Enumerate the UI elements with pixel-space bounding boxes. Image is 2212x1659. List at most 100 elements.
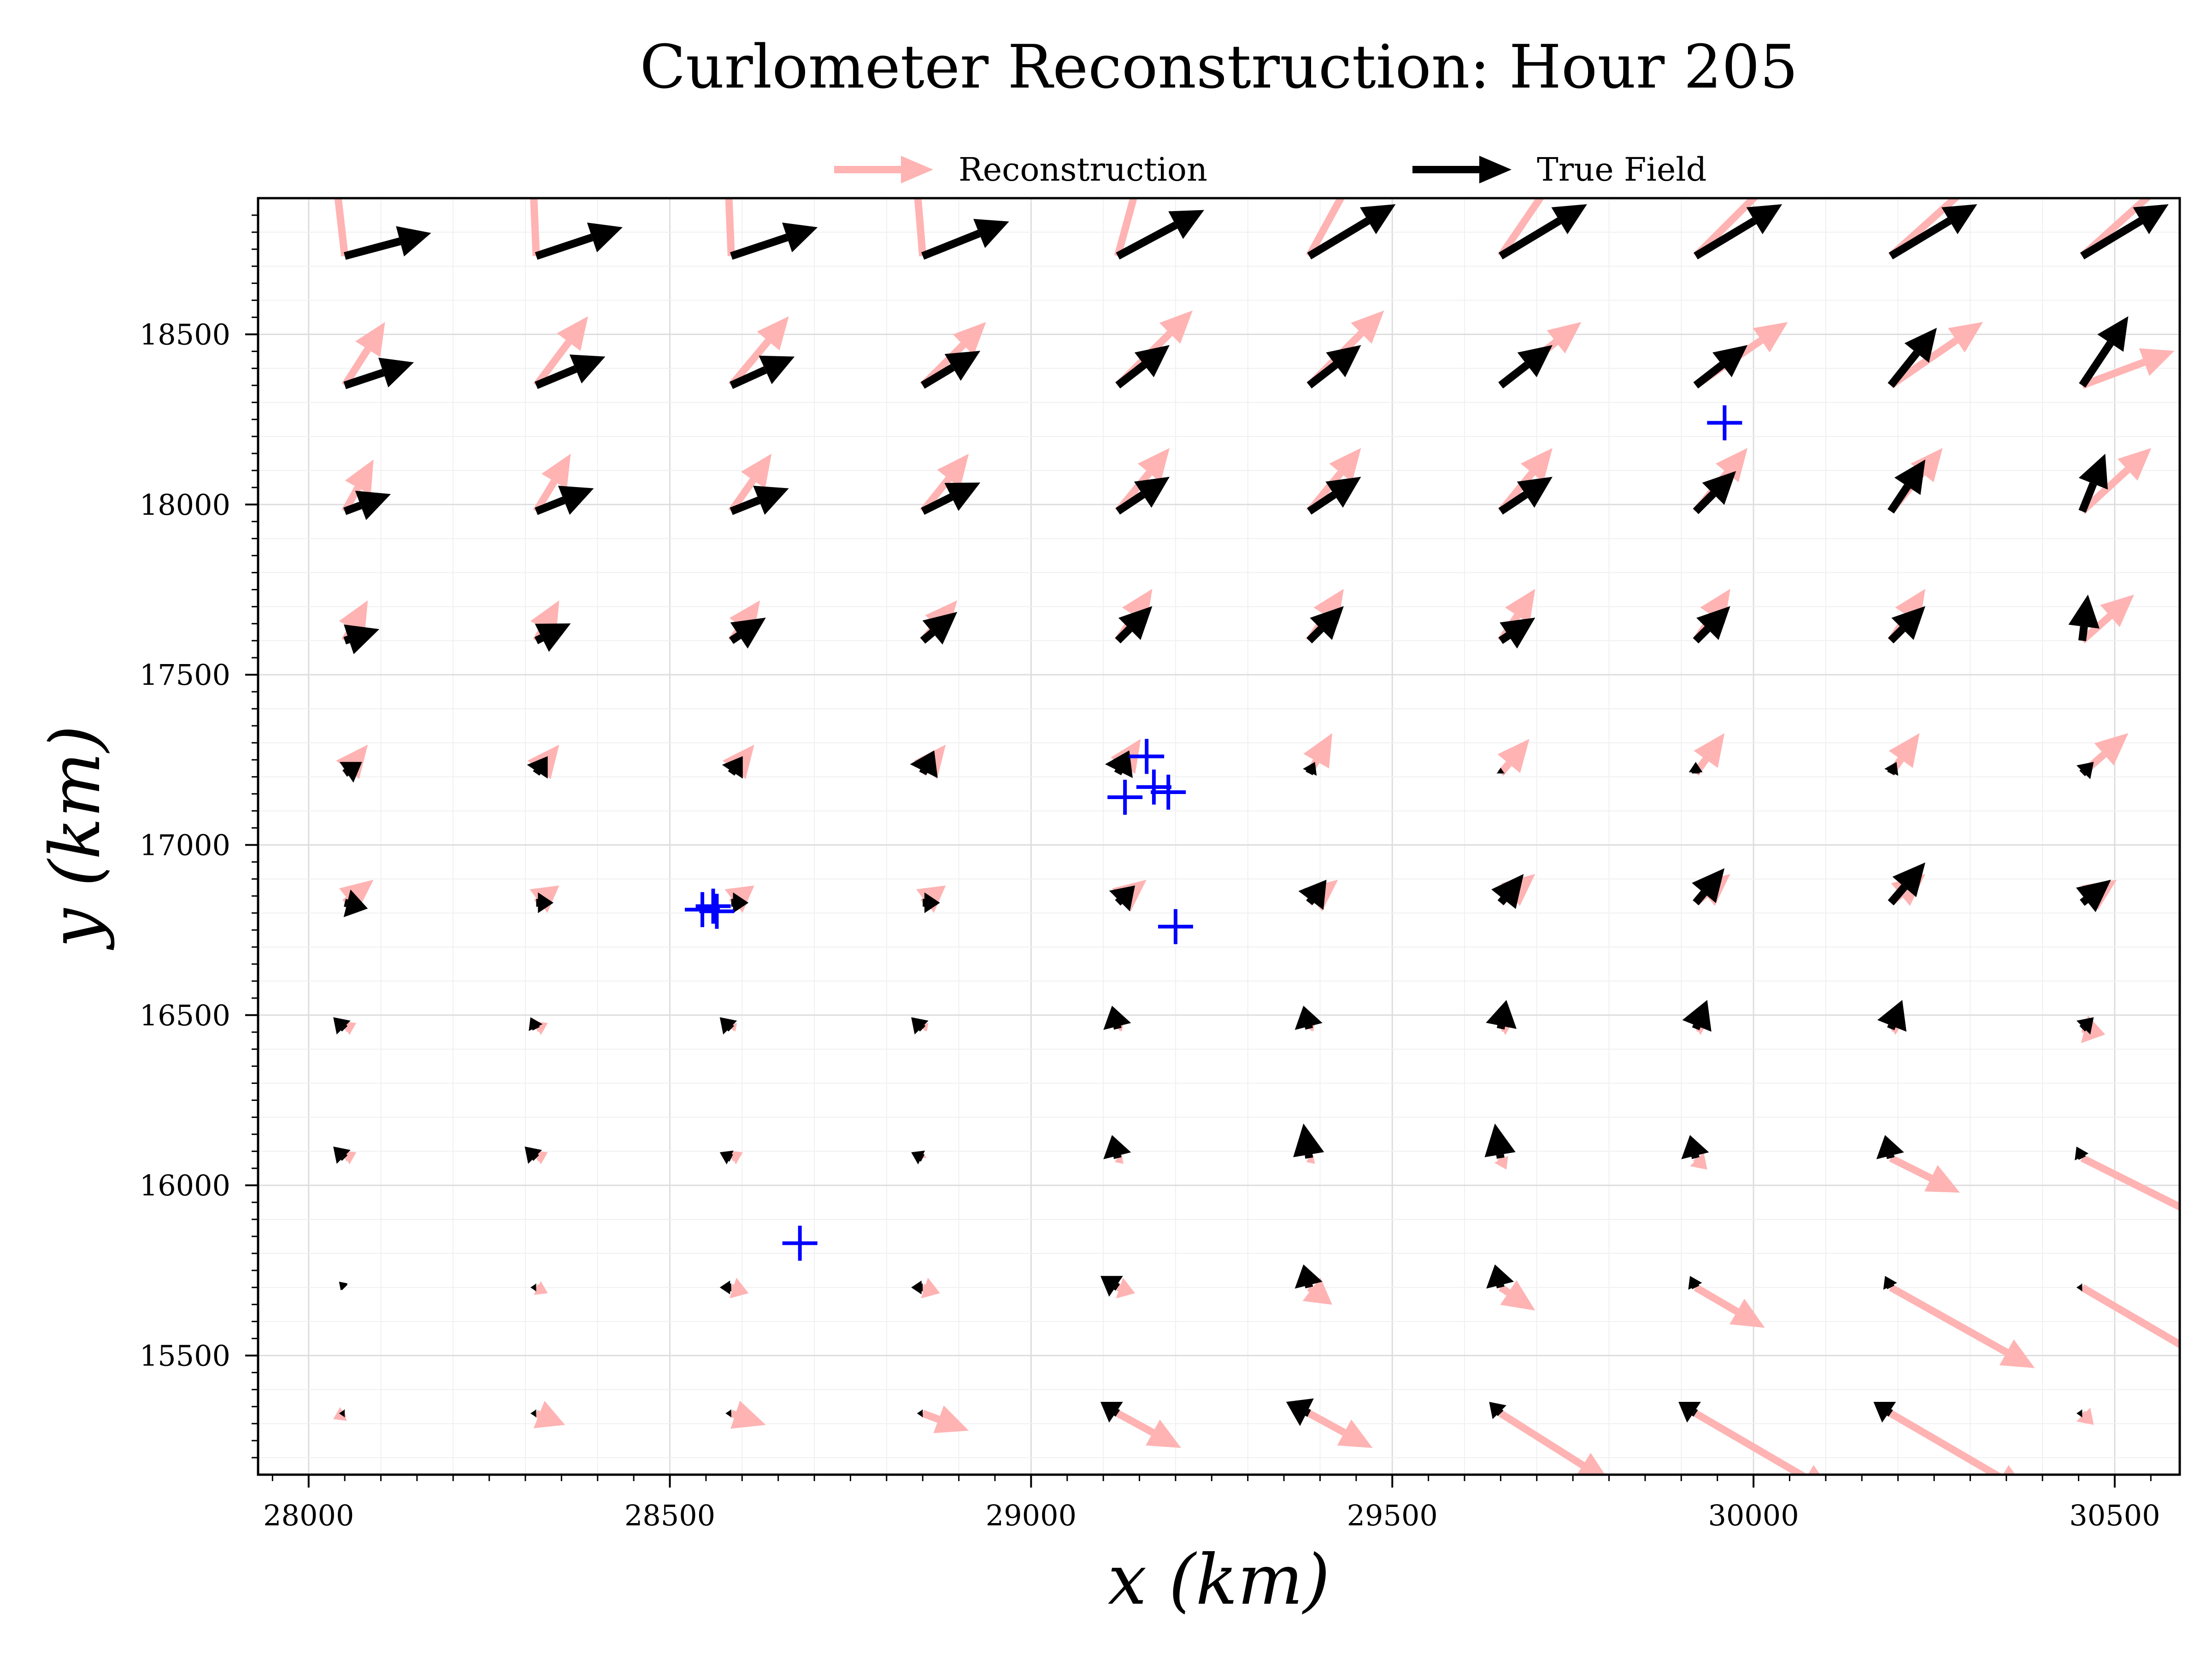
true-field-arrow-shaft [343,635,350,645]
reconstruction-arrow-head [1116,1277,1135,1299]
true-field-arrow [536,892,554,913]
reconstruction-arrow-head [937,453,969,488]
true-field-arrow-shaft [1692,1024,1701,1030]
true-field-arrow [1873,1402,1896,1423]
true-field-arrow-shaft [1694,217,1757,259]
spacecraft-marker [1136,769,1171,805]
spacecraft-marker [1129,739,1165,774]
true-field-arrow-head [1105,750,1133,778]
true-field-arrow [2078,453,2108,513]
true-field-arrow-head [753,486,789,515]
true-field-arrow-shaft [1115,362,1147,388]
true-field-arrow [339,1409,345,1418]
true-field-arrow [343,490,391,520]
true-field-arrow-shaft [534,634,544,644]
true-field-arrow [1888,204,1977,259]
true-field-arrow [535,486,594,515]
true-field-arrow [1286,1398,1314,1426]
true-field-arrow [1489,1402,1506,1419]
true-field-arrow-shaft [918,1024,926,1032]
true-field-arrow [1115,606,1153,644]
reconstruction-arrow [921,1277,940,1299]
true-field-arrow [911,1280,923,1294]
reconstruction-arrow-head [1505,588,1535,624]
true-field-arrow-shaft [1497,896,1507,906]
true-field-arrow-head [1491,874,1524,909]
true-field-arrow [2068,594,2100,641]
true-field-arrow [1693,345,1748,388]
true-field-arrow-head [1298,880,1327,910]
reconstruction-arrow-shaft [1889,1284,2009,1356]
true-field-arrow-shaft [1693,491,1716,514]
reconstruction-arrow-head [757,316,789,351]
reconstruction-arrow [1690,1152,1707,1170]
true-field-arrow [333,1147,351,1164]
true-field-arrow-head [558,486,594,515]
true-field-arrow-head [1517,477,1553,508]
true-field-arrow-head [569,354,606,384]
reconstruction-arrow-shaft [1693,1155,1700,1162]
true-field-arrow-shaft [1307,217,1370,259]
reconstruction-arrow-head [2003,1465,2016,1475]
legend-label-reconstruction: Reconstruction [959,151,1207,188]
reconstruction-arrow-head [2139,348,2175,376]
true-field-arrow [1100,1276,1123,1297]
true-field-arrow [530,1283,536,1292]
true-field-arrow-shaft [2079,769,2086,777]
reconstruction-arrow-shaft [914,198,927,257]
true-field-arrow-shaft [1693,890,1707,906]
spacecraft-markers [685,405,1742,1261]
true-field-arrow-head [333,1017,351,1035]
y-tick-label: 15500 [140,1339,230,1372]
true-field-arrow-head [2097,316,2129,352]
true-field-arrow-head [378,358,414,388]
reconstruction-arrow-shaft [1498,1284,1511,1296]
true-field-arrow-head [1100,1402,1123,1423]
true-field-arrow-shaft [1693,626,1711,644]
reconstruction-arrow [533,316,588,388]
true-field-arrow-head [1517,345,1553,377]
reconstruction-arrow-head [355,322,385,358]
true-field-arrow-shaft [728,769,736,776]
true-field-arrow [1877,1000,1907,1032]
reconstruction-arrow [1499,1410,1605,1475]
reconstruction-arrow-head [2185,1200,2212,1227]
true-field-arrow-shaft [1887,484,1911,514]
reconstruction-arrow-head [1302,1277,1332,1305]
reconstruction-arrow-head [953,322,986,355]
reconstruction-arrow-shaft [1889,1154,1933,1182]
reconstruction-arrow [341,322,385,388]
reconstruction-arrow-shaft [1307,1284,1314,1292]
true-field-arrow [2076,880,2111,912]
reconstruction-arrow [914,198,927,257]
true-field-arrow [1116,210,1205,260]
x-axis-label: x (km) [1108,1540,1330,1620]
true-field-arrow-head [339,762,362,783]
reconstruction-arrow [1307,1410,1373,1448]
plot-frame [257,197,2181,1476]
true-field-arrow [923,892,940,913]
spacecraft-marker [1151,774,1186,810]
reconstruction-arrow-head [1577,1453,1605,1475]
reconstruction-arrow [1694,1410,1821,1475]
x-tick-label: 29000 [986,1499,1077,1532]
true-field-arrow-shaft [920,629,935,644]
reconstruction-arrow-head [1999,1339,2035,1368]
true-field-arrow [911,1017,929,1035]
true-field-arrow [1491,874,1524,909]
true-field-arrow-head [1876,1135,1904,1159]
true-field-arrow-shaft [1305,1408,1311,1417]
true-field-arrow-head [911,1150,925,1165]
true-field-arrow [1884,762,1899,776]
reconstruction-arrow [530,198,540,256]
true-field-arrow-head [524,1147,542,1164]
true-field-arrow-head [1904,328,1937,363]
reconstruction-arrow-head [2164,153,2197,185]
true-field-arrow-shaft [343,369,385,389]
true-field-arrow-shaft [1116,222,1178,260]
legend: Reconstruction True Field [834,151,1707,188]
true-field-arrow [535,354,606,389]
plot-area [333,153,2212,1475]
true-field-arrow [333,1017,351,1035]
